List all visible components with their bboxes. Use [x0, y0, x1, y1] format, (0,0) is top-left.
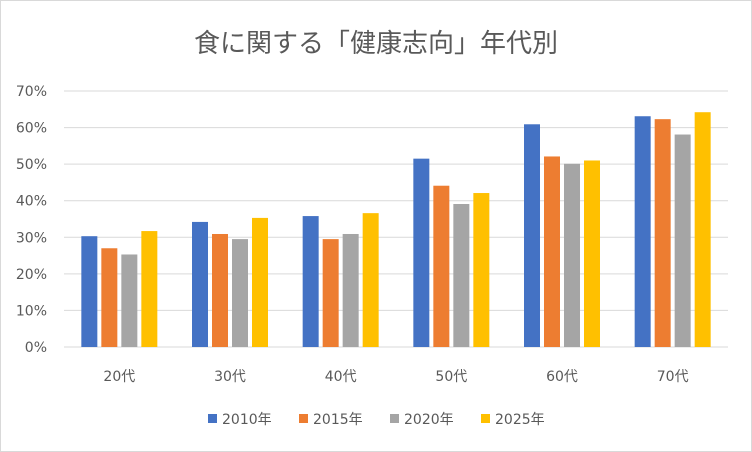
y-tick-label: 20% [16, 267, 47, 283]
x-tick-label: 70代 [657, 369, 689, 385]
bar-60代-2020年 [564, 163, 580, 347]
x-tick-label: 50代 [435, 369, 467, 385]
legend-swatch [481, 414, 490, 423]
x-tick-label: 20代 [103, 369, 135, 385]
y-tick-label: 70% [16, 84, 47, 100]
bar-20代-2020年 [121, 254, 138, 347]
legend-swatch [390, 414, 399, 423]
bar-70代-2025年 [694, 112, 711, 347]
bar-50代-2010年 [413, 158, 430, 347]
bar-20代-2025年 [141, 231, 158, 347]
bar-50代-2025年 [473, 193, 490, 347]
bar-70代-2010年 [634, 116, 651, 347]
y-tick-label: 10% [16, 303, 47, 319]
x-tick-label: 60代 [546, 369, 578, 385]
bar-30代-2020年 [232, 239, 248, 347]
legend-label: 2025年 [495, 412, 545, 428]
y-tick-label: 40% [16, 194, 47, 210]
bar-50代-2020年 [453, 204, 470, 347]
chart-title: 食に関する「健康志向」年代別 [194, 29, 558, 59]
bar-60代-2010年 [524, 124, 540, 347]
bar-60代-2025年 [584, 160, 600, 347]
bar-50代-2015年 [433, 185, 450, 347]
x-tick-label: 40代 [325, 369, 357, 385]
legend-swatch [299, 414, 308, 423]
bar-70代-2020年 [674, 134, 691, 347]
legend-item: 2020年 [390, 412, 454, 428]
y-tick-label: 50% [16, 157, 47, 173]
y-tick-label: 30% [16, 230, 47, 246]
bar-40代-2020年 [342, 233, 359, 347]
bar-60代-2015年 [544, 156, 560, 347]
legend-label: 2020年 [404, 412, 454, 428]
x-tick-label: 30代 [214, 369, 246, 385]
legend-label: 2015年 [313, 412, 363, 428]
bar-30代-2010年 [192, 221, 208, 347]
bar-30代-2025年 [252, 217, 268, 347]
bar-70代-2015年 [654, 119, 671, 347]
bar-40代-2025年 [362, 213, 379, 347]
legend-item: 2025年 [481, 412, 545, 428]
legend-swatch [208, 414, 217, 423]
y-tick-label: 60% [16, 121, 47, 137]
bar-20代-2015年 [101, 248, 118, 347]
legend-label: 2010年 [222, 412, 272, 428]
legend-item: 2010年 [208, 412, 272, 428]
y-tick-label: 0% [25, 340, 47, 356]
bar-20代-2010年 [81, 236, 98, 347]
bar-40代-2010年 [302, 216, 319, 347]
bar-30代-2015年 [212, 233, 228, 347]
legend-item: 2015年 [299, 412, 363, 428]
bar-40代-2015年 [322, 239, 339, 347]
